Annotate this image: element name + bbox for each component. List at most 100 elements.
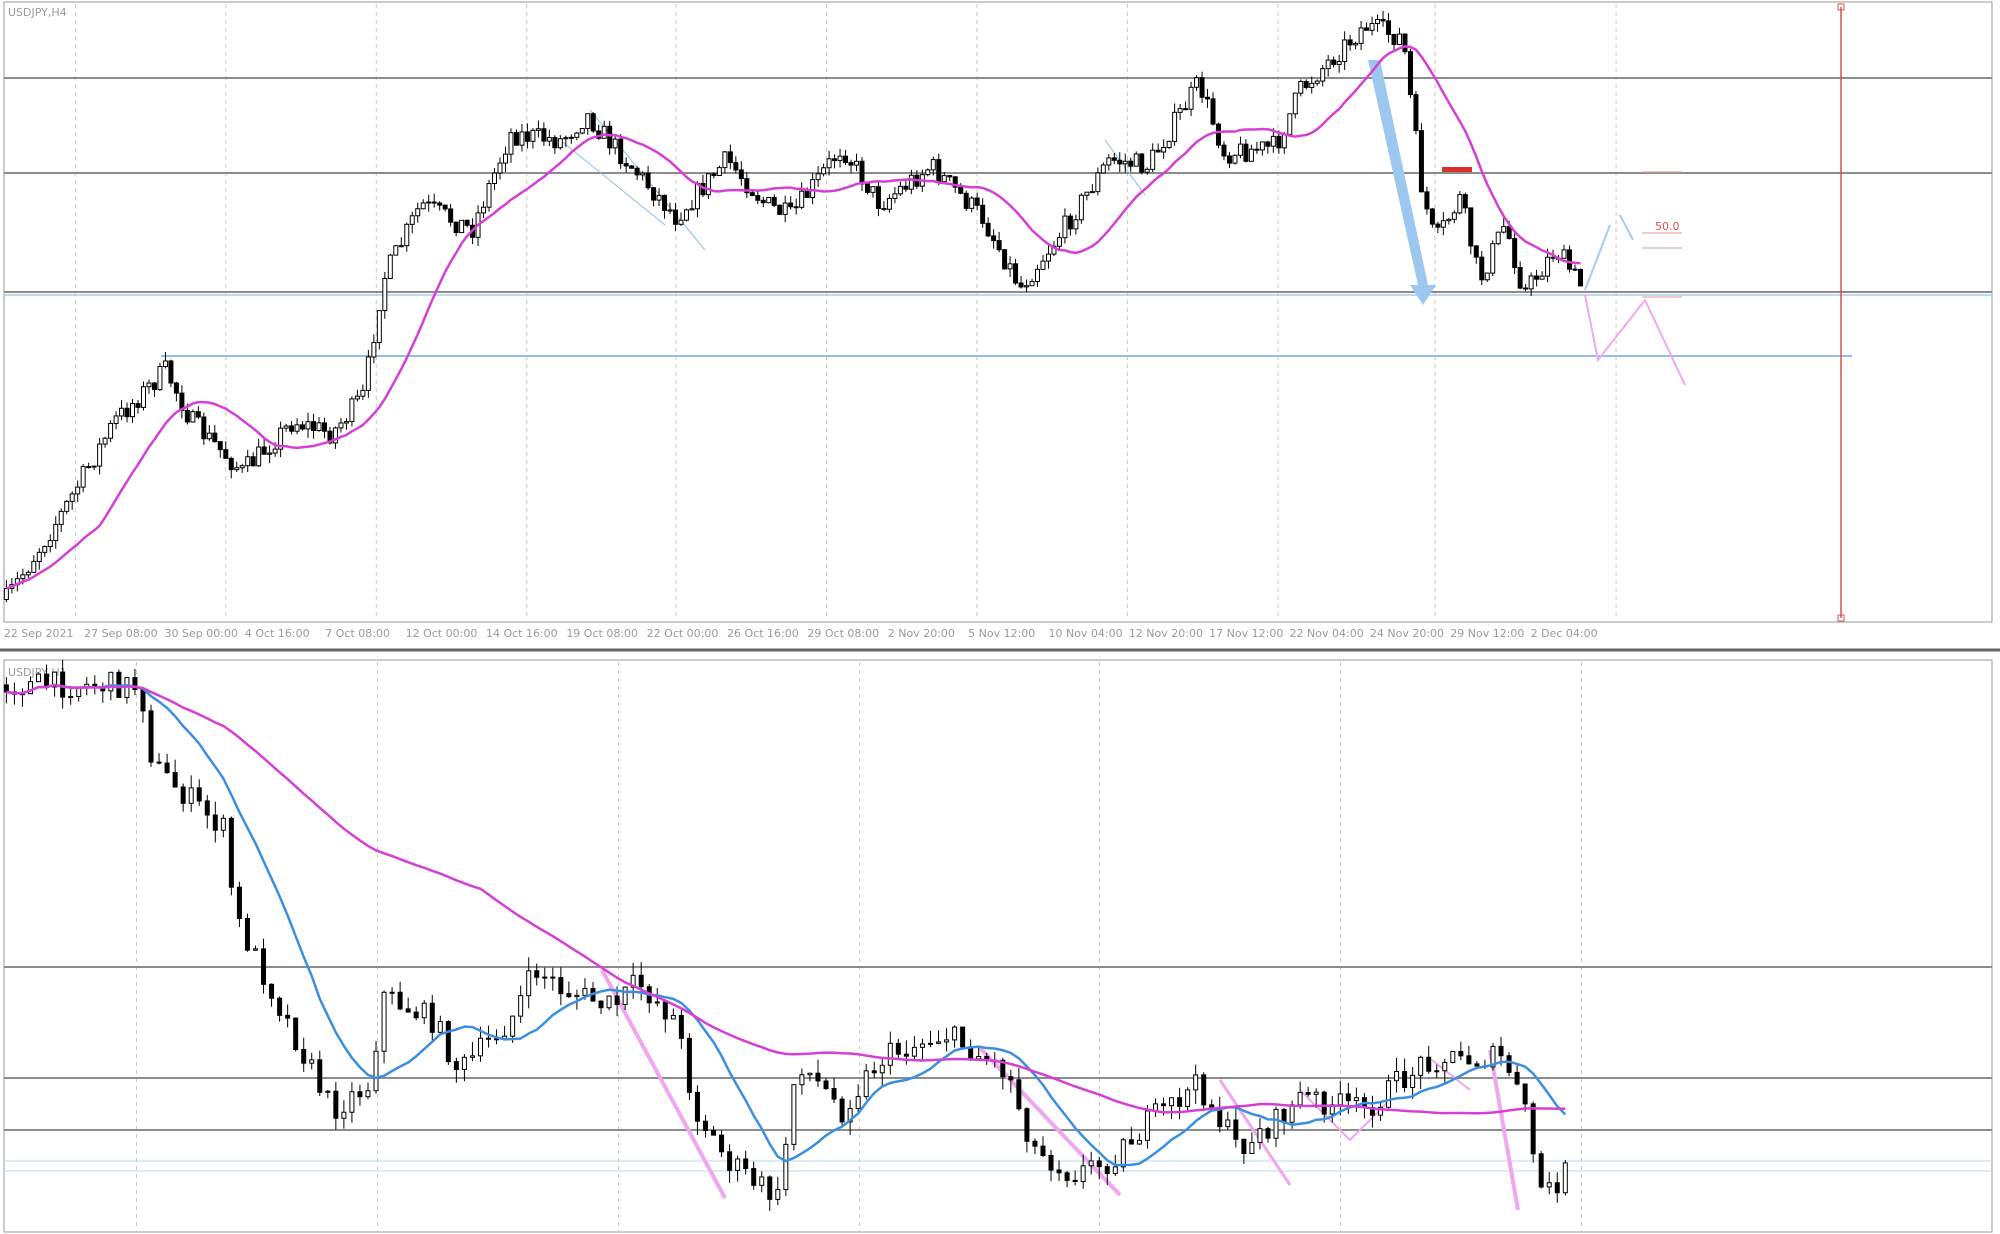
- candle-body: [1024, 285, 1030, 288]
- candle-body: [843, 155, 849, 164]
- candle-body: [823, 1080, 829, 1090]
- candle-body: [135, 403, 141, 408]
- candle-body: [1276, 135, 1282, 149]
- candle-body: [1435, 223, 1441, 228]
- candle-body: [156, 761, 162, 764]
- candle-body: [1567, 249, 1573, 270]
- candle-body: [371, 342, 377, 358]
- candle-body: [1100, 164, 1106, 174]
- candle-body: [1325, 59, 1331, 70]
- candle-body: [662, 1001, 668, 1020]
- forecast-up: [1584, 224, 1611, 291]
- candle-body: [1413, 94, 1419, 132]
- candle-body: [1320, 68, 1326, 82]
- candle-body: [574, 994, 580, 998]
- candle-body: [1249, 1142, 1255, 1155]
- candle-body: [293, 1017, 299, 1050]
- candle-body: [52, 671, 58, 688]
- candle-body: [1386, 1080, 1392, 1108]
- candle-body: [272, 448, 278, 454]
- candle-body: [1144, 168, 1150, 173]
- candle-body: [1309, 82, 1315, 88]
- candle-body: [1144, 1110, 1150, 1141]
- candle-body: [936, 1041, 942, 1044]
- candle-body: [985, 222, 991, 237]
- candle-body: [1364, 27, 1370, 31]
- x-tick-label: 22 Nov 04:00: [1290, 627, 1364, 640]
- candle-body: [1080, 1165, 1086, 1183]
- candle-body: [526, 970, 532, 997]
- x-tick-label: 10 Nov 04:00: [1048, 627, 1122, 640]
- candle-body: [927, 1042, 933, 1045]
- candle-body: [711, 1129, 717, 1136]
- candle-body: [614, 995, 620, 1006]
- candle-body: [1104, 1166, 1110, 1174]
- resistance-mark: [1442, 167, 1472, 172]
- candle-body: [686, 1037, 692, 1093]
- candle-body: [1522, 1083, 1528, 1105]
- candle-body: [821, 167, 827, 175]
- candle-body: [1045, 253, 1051, 262]
- candle-body: [566, 993, 572, 998]
- bottom-panel-title: USDJPY,H1: [8, 666, 67, 679]
- candle-body: [140, 386, 146, 408]
- candle-body: [502, 153, 508, 164]
- x-tick-label: 2 Nov 20:00: [888, 627, 955, 640]
- candle-body: [716, 167, 722, 177]
- candle-body: [1369, 22, 1375, 31]
- candle-body: [738, 169, 744, 180]
- candle-body: [1561, 249, 1567, 259]
- candle-body: [148, 710, 154, 763]
- candle-body: [831, 1088, 837, 1100]
- grid: [74, 4, 1617, 1232]
- candle-body: [1523, 287, 1529, 290]
- candle-body: [1139, 153, 1145, 173]
- candle-body: [618, 138, 624, 165]
- candle-body: [980, 204, 986, 224]
- candle-body: [640, 172, 646, 176]
- x-tick-label: 4 Oct 16:00: [245, 627, 310, 640]
- candle-body: [244, 918, 250, 951]
- candle-body: [1426, 1056, 1432, 1072]
- candle-body: [1331, 59, 1337, 65]
- candle-body: [497, 162, 503, 174]
- x-tick-label: 2 Dec 04:00: [1531, 627, 1598, 640]
- candle-body: [168, 360, 174, 384]
- candle-body: [437, 202, 443, 206]
- candle-body: [1215, 123, 1221, 146]
- candle-body: [1514, 1071, 1520, 1085]
- candle-body: [1225, 1119, 1231, 1128]
- candle-body: [86, 466, 92, 469]
- candle-body: [1466, 1055, 1472, 1065]
- candle-body: [317, 1059, 323, 1093]
- candle-body: [826, 158, 832, 169]
- candles: [3, 10, 1583, 1211]
- candle-body: [542, 976, 548, 979]
- candle-body: [1562, 1162, 1568, 1194]
- candle-body: [1032, 1140, 1038, 1147]
- candle-body: [1337, 1093, 1343, 1106]
- candle-body: [743, 1158, 749, 1170]
- candle-body: [343, 421, 349, 424]
- candle-body: [234, 467, 240, 471]
- candle-body: [305, 421, 311, 430]
- candle-body: [670, 1014, 676, 1020]
- candle-body: [236, 886, 242, 920]
- candle-body: [1056, 1169, 1062, 1174]
- x-axis-labels: 22 Sep 2021 27 Sep 08:00 30 Sep 00:00 4 Oct…: [4, 627, 1598, 640]
- candle-body: [239, 465, 245, 469]
- x-tick-label: 30 Sep 00:00: [165, 627, 238, 640]
- candle-body: [711, 173, 717, 177]
- candle-body: [405, 1008, 411, 1013]
- candle-body: [1410, 1074, 1416, 1088]
- candle-body: [415, 208, 421, 217]
- candle-body: [76, 687, 82, 698]
- candle-body: [1188, 86, 1194, 110]
- candle-body: [662, 194, 668, 211]
- candle-body: [702, 1120, 708, 1131]
- candle-body: [727, 1151, 733, 1171]
- candle-body: [1572, 268, 1578, 271]
- candle-body: [1088, 1160, 1094, 1167]
- candle-body: [382, 277, 388, 312]
- candle-body: [1298, 80, 1304, 94]
